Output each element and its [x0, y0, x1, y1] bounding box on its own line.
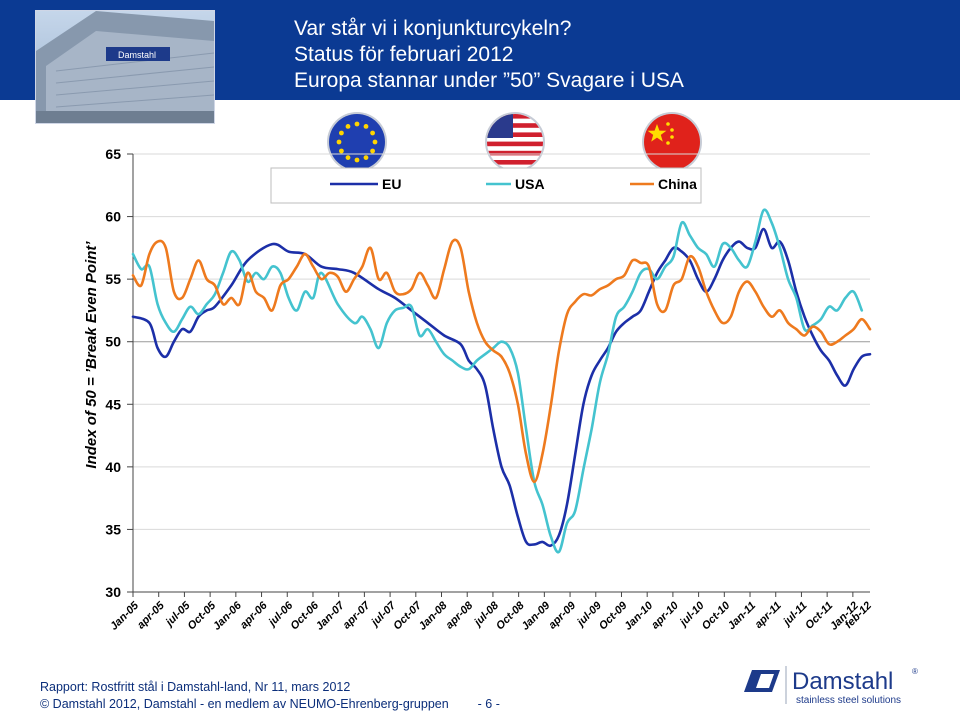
footer: Rapport: Rostfritt stål i Damstahl-land,…: [40, 679, 500, 713]
x-tick-label: apr-08: [444, 599, 476, 631]
title-line-2: Status för februari 2012: [294, 43, 514, 66]
y-tick-label: 65: [105, 146, 121, 162]
legend-label-usa: USA: [515, 176, 545, 192]
china-flag-icon: [642, 112, 702, 172]
series-line-china: [131, 238, 872, 484]
y-tick-label: 50: [105, 334, 121, 350]
x-tick-label: Jan-11: [726, 600, 759, 633]
footer-report: Rapport: Rostfritt stål i Damstahl-land,…: [40, 680, 351, 694]
damstahl-logo-mark: Damstahl ® stainless steel solutions: [744, 666, 918, 706]
x-tick-label: Jan-08: [416, 599, 450, 633]
logo-tagline: stainless steel solutions: [796, 695, 901, 706]
damstahl-logo: Damstahl ® stainless steel solutions: [740, 662, 930, 708]
legend: EU USA China: [270, 167, 702, 204]
y-tick-label: 45: [105, 396, 121, 412]
x-tick-label: Jan-06: [211, 599, 245, 633]
x-tick-label: apr-07: [341, 599, 373, 631]
x-tick-label: Jan-05: [108, 599, 142, 633]
x-tick-label: Jan-09: [519, 599, 553, 633]
eu-star: [370, 130, 375, 136]
x-tick-label: apr-10: [649, 599, 681, 631]
us-flag-icon: [485, 112, 545, 172]
series-line-usa: [131, 208, 864, 554]
y-tick-label: 60: [105, 209, 121, 225]
eu-star: [345, 155, 351, 160]
series-layer: [131, 208, 872, 554]
eu-star: [339, 130, 344, 136]
y-tick-label: 35: [105, 521, 121, 537]
footer-copyright-line: © Damstahl 2012, Damstahl - en medlem av…: [40, 696, 500, 713]
eu-star: [363, 124, 369, 129]
page-title: Var står vi i konjunkturcykeln? Status f…: [294, 16, 684, 94]
x-axis: Jan-05apr-05jul-05Oct-05Jan-06apr-06jul-…: [108, 592, 874, 633]
y-tick-label: 55: [105, 271, 121, 287]
x-tick-label: apr-05: [135, 599, 167, 631]
x-tick-label: apr-09: [546, 599, 578, 631]
eu-star: [363, 155, 369, 160]
eu-star: [339, 148, 344, 154]
series-line-eu: [131, 227, 872, 548]
eu-star: [345, 124, 351, 129]
eu-star: [354, 157, 360, 163]
building-photo: Damstahl: [35, 10, 215, 124]
eu-flag-icon: [327, 112, 387, 172]
eu-star: [354, 121, 360, 127]
title-line-3: Europa stannar under ”50” Svagare i USA: [294, 69, 684, 92]
page-number: - 6 -: [477, 697, 500, 711]
legend-label-eu: EU: [382, 176, 401, 192]
eu-star: [370, 148, 375, 154]
legend-label-china: China: [658, 176, 697, 192]
building-photo-illustration: Damstahl: [36, 11, 214, 123]
y-tick-label: 40: [105, 459, 121, 475]
x-tick-label: apr-11: [753, 600, 784, 631]
x-tick-label: Jan-10: [622, 599, 656, 633]
logo-registered: ®: [912, 667, 918, 676]
eu-star: [336, 139, 342, 145]
x-tick-label: apr-06: [238, 599, 270, 631]
title-line-1: Var står vi i konjunkturcykeln?: [294, 17, 572, 40]
pmi-line-chart: 30 35 40 45 50 55 60 65 Jan-05apr-05jul-05Oct-0…: [83, 112, 874, 633]
footer-copyright: © Damstahl 2012, Damstahl - en medlem av…: [40, 697, 449, 711]
y-axis-label: Index of 50 = ’Break Even Point’: [83, 241, 100, 469]
logo-name: Damstahl: [792, 668, 893, 695]
x-tick-label: Jan-07: [314, 599, 348, 633]
photo-sign: Damstahl: [118, 50, 156, 60]
eu-star: [372, 139, 378, 145]
y-axis: 30 35 40 45 50 55 60 65: [105, 146, 133, 600]
y-tick-label: 30: [105, 584, 121, 600]
